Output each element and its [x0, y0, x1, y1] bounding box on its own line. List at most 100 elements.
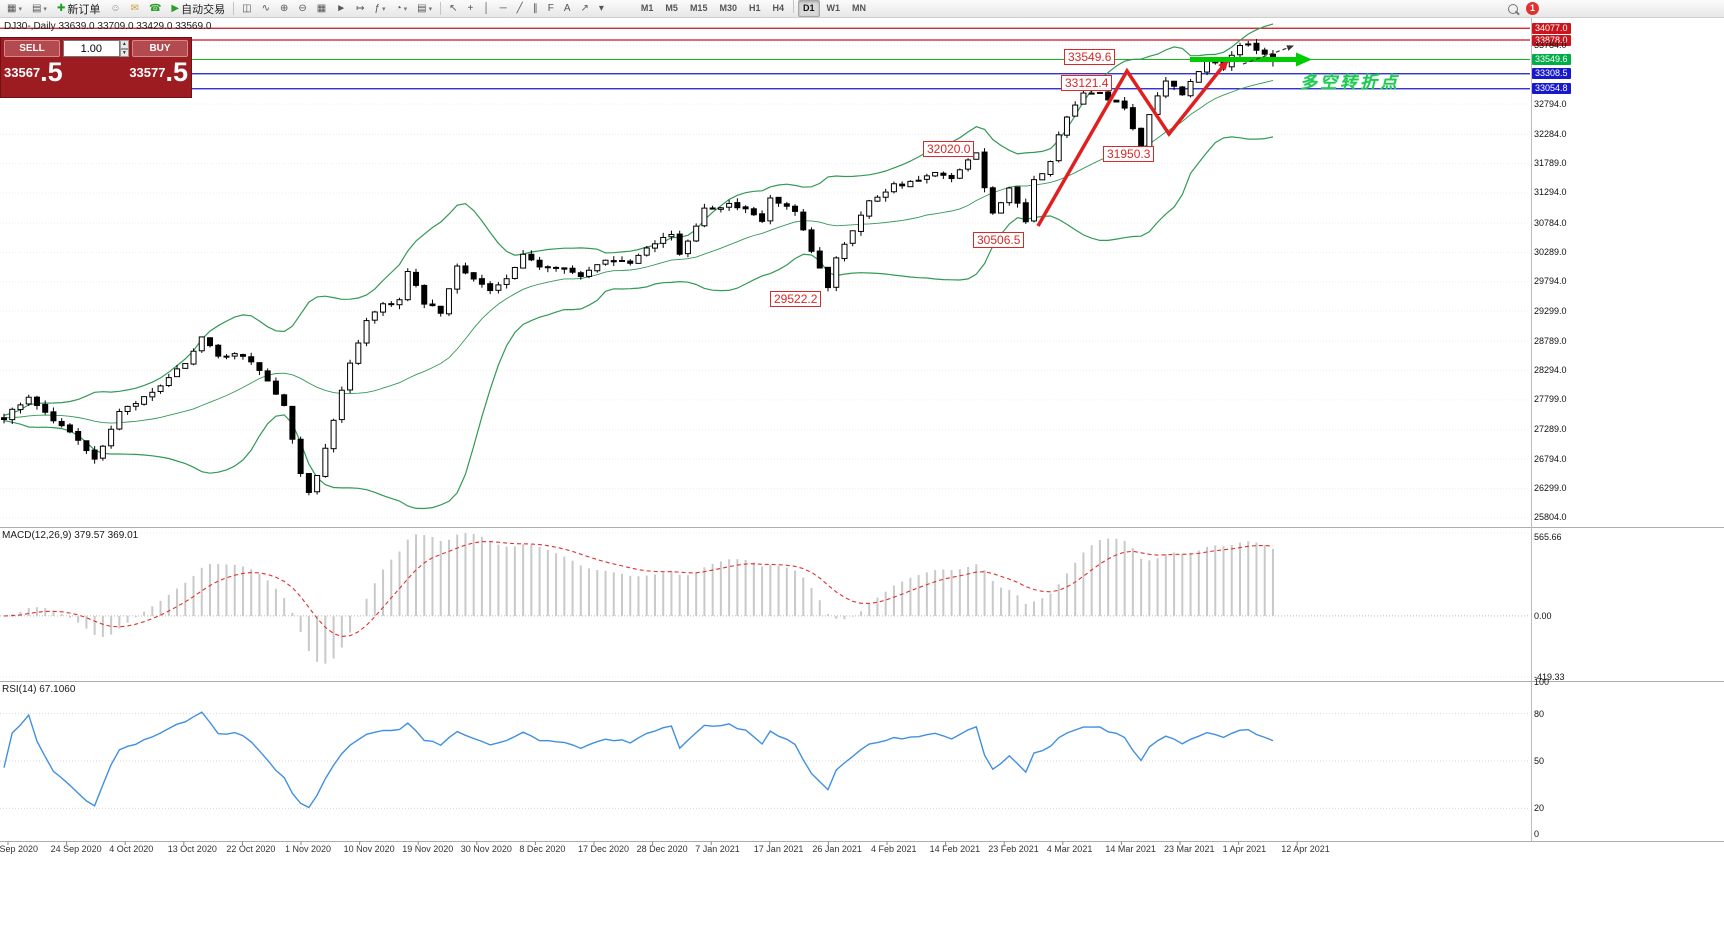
- auto-trading-icon: ▶: [171, 3, 180, 14]
- horizontal-line-tool-button[interactable]: ─: [496, 0, 511, 17]
- date-axis-label: 12 Apr 2021: [1281, 844, 1330, 854]
- notification-badge[interactable]: 1: [1526, 2, 1539, 15]
- fibonacci-tool-icon: F: [547, 3, 554, 14]
- arrow-object-tool-button[interactable]: ↗: [576, 0, 592, 17]
- dropdown-caret-icon: ▾: [428, 5, 433, 13]
- line-chart-mode-button[interactable]: ∿: [258, 0, 274, 17]
- macd-axis-label: 0.00: [1534, 610, 1552, 621]
- price-callout: 31950.3: [1103, 146, 1155, 162]
- vertical-line-tool-icon: │: [483, 3, 490, 14]
- macd-axis-label: 565.66: [1534, 532, 1562, 542]
- auto-trading-button[interactable]: ▶ 自动交易: [167, 0, 229, 17]
- toolbar-separator: [440, 2, 442, 15]
- new-order-label: 新订单: [67, 3, 101, 16]
- charts-menu-button[interactable]: ▦ ▾: [3, 0, 26, 17]
- new-order-icon: ✚: [56, 3, 66, 14]
- tile-windows-button[interactable]: ▦: [313, 0, 330, 17]
- auto-scroll-icon: ►: [336, 3, 347, 14]
- price-axis-label: 31789.0: [1534, 158, 1567, 169]
- price-callout: 33549.6: [1064, 49, 1116, 65]
- search-icon[interactable]: [1508, 3, 1518, 14]
- timeframe-m1-button[interactable]: M1: [640, 3, 654, 13]
- timeframe-d1-button[interactable]: D1: [798, 0, 820, 17]
- chart-shift-icon: ↦: [356, 3, 365, 14]
- price-axis-label: 29299.0: [1534, 305, 1567, 316]
- charts-menu-icon: ▦: [7, 3, 17, 14]
- date-axis-label: 28 Dec 2020: [636, 844, 688, 854]
- date-axis-label: 14 Feb 2021: [929, 844, 981, 854]
- macd-axis-label: -419.33: [1534, 672, 1565, 682]
- text-tool-button[interactable]: A: [560, 0, 575, 17]
- date-axis-label: 4 Oct 2020: [109, 844, 154, 854]
- timeframe-h1-button[interactable]: H1: [748, 3, 761, 13]
- channel-tool-button[interactable]: ∥: [529, 0, 542, 17]
- trade-widget-prices: 33567.5 33577.5: [1, 59, 191, 86]
- community-icon: ☺: [110, 3, 121, 14]
- sell-button[interactable]: SELL: [4, 40, 60, 57]
- price-axis-label: 27799.0: [1534, 394, 1567, 405]
- date-axis-label: 30 Nov 2020: [460, 844, 512, 854]
- rsi-axis-label: 50: [1534, 756, 1545, 766]
- price-axis-label: 30784.0: [1534, 217, 1567, 228]
- support-button[interactable]: ☎: [145, 0, 165, 17]
- price-axis-label: 29794.0: [1534, 276, 1567, 287]
- toolbar-right-group: 1: [1508, 2, 1539, 15]
- date-axis-label: 17 Dec 2020: [578, 844, 630, 854]
- buy-price-big: .5: [165, 57, 188, 87]
- volume-control: ▲ ▼: [63, 40, 129, 57]
- new-order-button[interactable]: ✚ 新订单: [53, 0, 104, 17]
- volume-down-button[interactable]: ▼: [119, 48, 129, 57]
- volume-up-button[interactable]: ▲: [119, 40, 129, 49]
- chat-button[interactable]: ✉: [127, 0, 143, 17]
- timeframe-m5-button[interactable]: M5: [665, 3, 678, 13]
- date-axis-label: 10 Nov 2020: [343, 844, 395, 854]
- timeframe-mn-button[interactable]: MN: [852, 3, 867, 13]
- shapes-menu-button[interactable]: ▾: [595, 0, 608, 17]
- indicators-button[interactable]: ƒ ▾: [370, 0, 389, 17]
- price-axis-label: 26299.0: [1534, 483, 1567, 494]
- chart-shift-button[interactable]: ↦: [352, 0, 368, 17]
- dropdown-caret-icon: ▾: [403, 5, 408, 13]
- toolbar: 1 ▦ ▾ ▤ ▾ ✚ 新订单 ☺ ✉ ☎ ▶ 自动交易 ◫ ∿ ⊕ ⊖ ▦ ► ↦ ƒ ▾ ◔ ▾ ▤ ▾ ↖ + │ ─ ╱ ∥ F A ↗…: [0, 0, 1724, 18]
- zoom-out-icon: ⊖: [298, 3, 307, 14]
- rsi-axis-label: 20: [1534, 803, 1545, 814]
- date-axis-label: 17 Jan 2021: [753, 844, 804, 854]
- periods-button[interactable]: ◔ ▾: [392, 0, 412, 17]
- timeframe-m15-button[interactable]: M15: [689, 3, 708, 13]
- vertical-line-tool-button[interactable]: │: [479, 0, 493, 17]
- templates-button[interactable]: ▤ ▾: [413, 0, 436, 17]
- volume-input[interactable]: [63, 40, 120, 57]
- line-chart-mode-icon: ∿: [261, 3, 270, 14]
- zoom-in-icon: ⊕: [279, 3, 289, 14]
- indicators-icon: ƒ: [374, 3, 381, 14]
- chart-profiles-button[interactable]: ▤ ▾: [28, 0, 51, 17]
- timeframe-w1-button[interactable]: W1: [826, 3, 841, 13]
- fibonacci-tool-button[interactable]: F: [544, 0, 558, 17]
- rsi-axis-label: 100: [1534, 677, 1550, 687]
- date-axis-label: 8 Sep 2020: [0, 844, 39, 854]
- cursor-tool-button[interactable]: ↖: [445, 0, 461, 17]
- price-axis-label: 32284.0: [1534, 128, 1567, 139]
- date-axis-label: 1 Apr 2021: [1222, 844, 1267, 854]
- zoom-in-button[interactable]: ⊕: [276, 0, 292, 17]
- buy-button[interactable]: BUY: [132, 40, 188, 57]
- price-axis-label: 33549.6: [1532, 53, 1571, 65]
- crosshair-tool-button[interactable]: +: [463, 0, 477, 17]
- price-axis-label: 34077.0: [1532, 22, 1571, 34]
- date-axis-label: 14 Mar 2021: [1105, 844, 1156, 854]
- price-callout: 30506.5: [973, 232, 1025, 248]
- tile-windows-icon: ▦: [316, 3, 327, 14]
- trendline-tool-button[interactable]: ╱: [513, 0, 527, 17]
- date-axis-label: 8 Dec 2020: [519, 844, 566, 854]
- timeframe-m30-button[interactable]: M30: [719, 3, 737, 13]
- date-axis-label: 1 Nov 2020: [285, 844, 332, 854]
- community-button[interactable]: ☺: [106, 0, 124, 17]
- auto-scroll-button[interactable]: ►: [332, 0, 350, 17]
- price-axis-label: 33784.0: [1534, 40, 1567, 51]
- zoom-out-button[interactable]: ⊖: [294, 0, 310, 17]
- timeframe-h4-button[interactable]: H4: [772, 3, 784, 13]
- horizontal-line-tool-icon: ─: [499, 3, 507, 14]
- rsi-axis-label: 80: [1534, 708, 1545, 719]
- candle-chart-mode-button[interactable]: ◫: [238, 0, 255, 17]
